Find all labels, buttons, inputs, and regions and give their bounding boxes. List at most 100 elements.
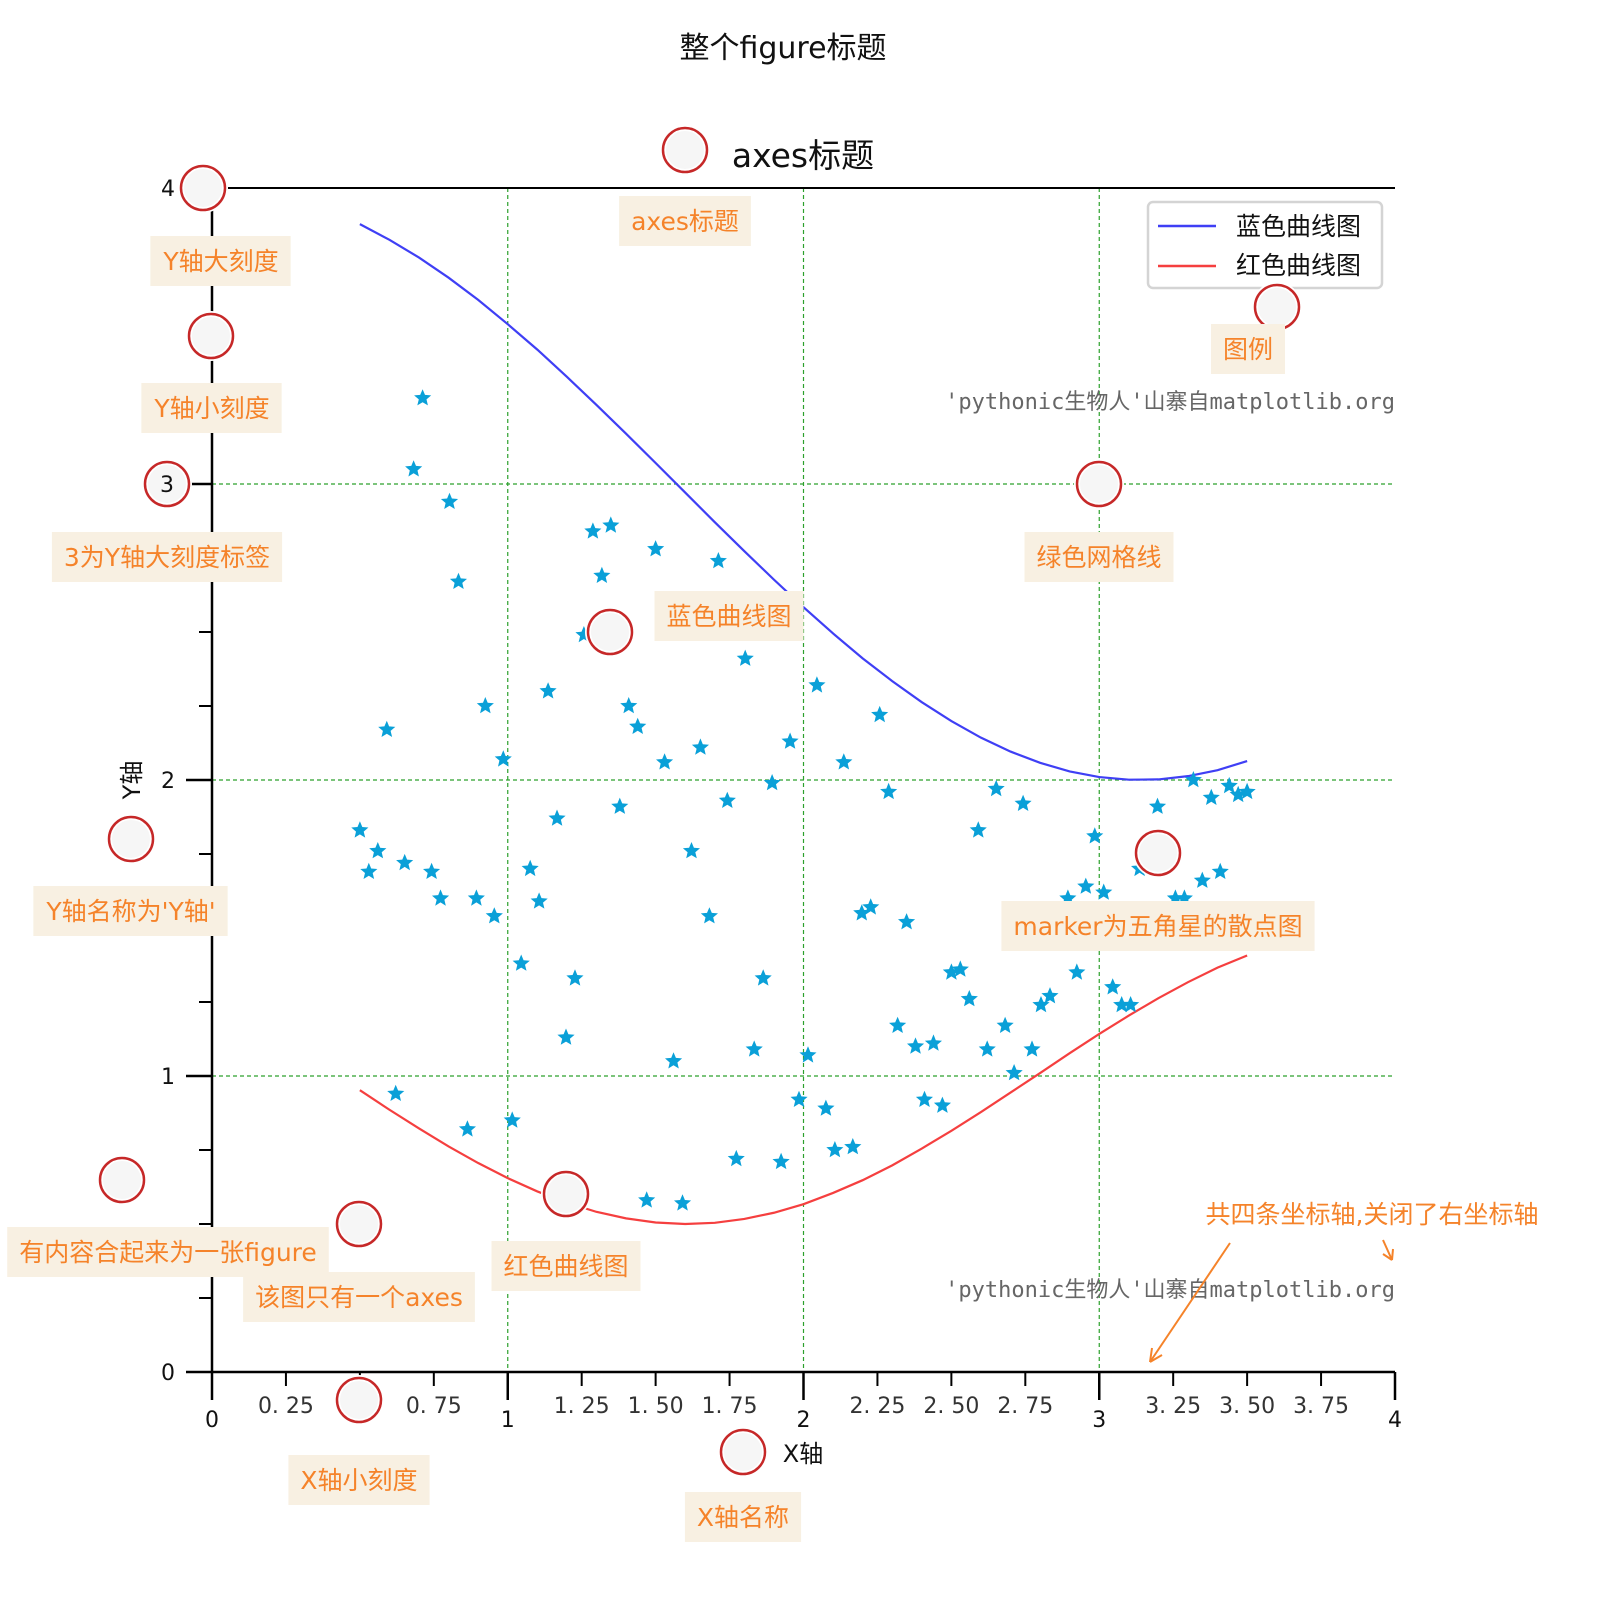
plot-area: [351, 223, 1256, 1226]
scatter-star-point: [1202, 788, 1220, 805]
annotation-label: X轴名称: [697, 1503, 789, 1532]
scatter-star-point: [691, 738, 709, 755]
scatter-star-point: [1086, 827, 1104, 844]
scatter-star-point: [1005, 1064, 1023, 1081]
scatter-star-point: [1095, 883, 1113, 900]
annotation-label: Y轴小刻度: [153, 394, 269, 423]
annotation-box: [654, 591, 804, 641]
annotation-box: [619, 196, 751, 246]
scatter-star-point: [799, 1046, 817, 1063]
annotation-label: 有内容合起来为一张figure: [19, 1238, 317, 1267]
scatter-star-point: [593, 566, 611, 583]
scatter-star-point: [485, 907, 503, 924]
annotation-5: 该图只有一个axes: [243, 1199, 475, 1322]
scatter-star-point: [817, 1099, 835, 1116]
y-major-tick-label: 1: [161, 1065, 175, 1090]
scatter-star-point: [494, 750, 512, 767]
scatter-star-point: [951, 960, 969, 977]
grid: [212, 188, 1395, 1372]
x-minor-tick-label: 2. 50: [923, 1394, 979, 1419]
scatter-star-point: [1122, 996, 1140, 1013]
scatter-star-point: [611, 797, 629, 814]
scatter-star-point: [467, 889, 485, 906]
marker-circle: [335, 1376, 383, 1424]
legend-label-blue: 蓝色曲线图: [1236, 212, 1361, 241]
scatter-star-point: [763, 774, 781, 791]
annotation-box: [1024, 532, 1174, 582]
scatter-star-point: [835, 753, 853, 770]
legend: 蓝色曲线图 红色曲线图: [1146, 200, 1384, 290]
x-minor-tick-label: 2. 25: [849, 1394, 905, 1419]
marker-circle: [586, 608, 634, 656]
scatter-star-point: [933, 1096, 951, 1113]
scatter-star-point: [844, 1138, 862, 1155]
scatter-star-point: [682, 842, 700, 859]
x-minor-tick-label: 1. 50: [628, 1394, 684, 1419]
scatter-star-point: [1104, 978, 1122, 995]
scatter-star-point: [602, 516, 620, 533]
arrow-to-bottom-spine: [1149, 1242, 1231, 1363]
scatter-star-point: [512, 954, 530, 971]
x-minor-tick-label: 0. 25: [258, 1394, 314, 1419]
marker-circle: [661, 126, 709, 174]
scatter-star-point: [405, 460, 423, 477]
figure-title: 整个figure标题: [679, 31, 886, 66]
scatter-star-point: [808, 676, 826, 693]
scatter-star-point: [378, 720, 396, 737]
scatter-star-point: [745, 1040, 763, 1057]
scatter-star-point: [907, 1037, 925, 1054]
x-minor-tick-label: 3. 25: [1145, 1394, 1201, 1419]
scatter-star-point: [674, 1194, 692, 1211]
scatter-star-point: [871, 705, 889, 723]
annotation-13: 图例: [1210, 282, 1302, 374]
y-major-tick-label: 2: [161, 769, 175, 794]
scatter-star-point: [924, 1034, 942, 1051]
annotation-label: Y轴大刻度: [162, 247, 278, 276]
scatter-star-point: [458, 1120, 476, 1137]
marker-circle: [335, 1200, 383, 1248]
annotation-label: 绿色网格线: [1036, 543, 1161, 572]
scatter-star-point: [351, 821, 369, 838]
annotation-10: axes标题: [619, 125, 751, 246]
scatter-star-point: [1068, 963, 1086, 980]
scatter-star-point: [476, 697, 494, 714]
annotation-1: Y轴小刻度: [141, 311, 282, 433]
scatter-star-point: [432, 889, 450, 906]
scatter-star-point: [1014, 794, 1032, 811]
scatter-star-point: [978, 1040, 996, 1057]
annotation-label: marker为五角星的散点图: [1013, 912, 1302, 941]
scatter-star-point: [709, 552, 727, 569]
scatter-star-point: [414, 389, 432, 406]
marker-circle: [1075, 460, 1123, 508]
scatter-star-point: [700, 907, 718, 924]
y-major-tick-label: 4: [161, 177, 175, 202]
annotation-label: 3为Y轴大刻度标签: [64, 543, 270, 572]
scatter-star-point: [530, 892, 548, 909]
scatter-star-point: [629, 717, 647, 734]
x-minor-tick-label: 1. 25: [554, 1394, 610, 1419]
annotation-8: 红色曲线图: [491, 1169, 641, 1291]
scatter-star-point: [1148, 797, 1167, 814]
annotation-9: 蓝色曲线图: [585, 591, 804, 657]
marker-circle: [179, 164, 227, 212]
x-major-tick-label: 2: [797, 1408, 811, 1433]
arrowhead-icon: [1382, 1248, 1394, 1261]
scatter-star-point: [1023, 1040, 1041, 1057]
x-major-tick-label: 3: [1092, 1408, 1106, 1433]
spines-annotation-text: 共四条坐标轴,关闭了右坐标轴: [1206, 1200, 1539, 1229]
scatter-star-point: [503, 1111, 521, 1128]
scatter-star-point: [1211, 862, 1229, 879]
scatter-star-point: [1077, 877, 1095, 894]
arrowhead-icon: [1149, 1347, 1163, 1363]
x-minor-tick-label: 1. 75: [702, 1394, 758, 1419]
marker-circle: [1134, 829, 1182, 877]
scatter-star-point: [1238, 782, 1256, 800]
scatter-star-point: [369, 842, 387, 859]
scatter-star-point: [423, 862, 441, 879]
annotation-box: [491, 1241, 641, 1291]
annotation-2: 3 3为Y轴大刻度标签: [51, 459, 283, 582]
scatter-star-point: [584, 522, 602, 539]
scatter-star-point: [826, 1141, 844, 1158]
